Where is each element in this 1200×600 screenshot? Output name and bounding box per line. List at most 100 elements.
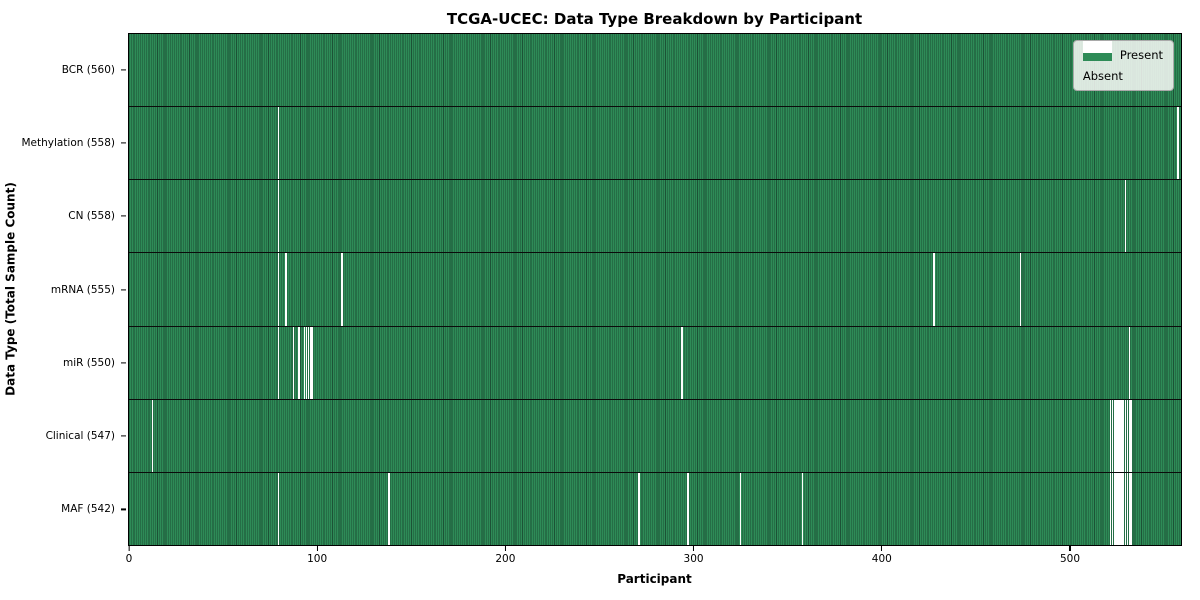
absent-stripe (681, 326, 683, 399)
y-tick-mark (121, 288, 126, 291)
x-tick-label: 500 (1059, 553, 1081, 565)
absent-stripe (307, 326, 310, 399)
absent-stripe (1177, 107, 1179, 180)
x-axis: 0 100 200 300 400 500 (126, 546, 1182, 586)
absent-stripe (1122, 399, 1125, 472)
absent-stripe (285, 253, 287, 326)
absent-stripe (1119, 399, 1121, 472)
absent-stripe (1124, 472, 1127, 545)
legend-swatch-absent (1082, 41, 1112, 53)
absent-stripe (1109, 399, 1112, 472)
x-tick-mark (316, 546, 318, 551)
absent-stripe (1113, 399, 1116, 472)
y-tick-mark (121, 508, 126, 510)
x-tick-mark (128, 546, 130, 551)
absent-stripe (151, 399, 154, 472)
heatmap-row-BCR (129, 34, 1181, 108)
heatmap-row-MAF (129, 472, 1181, 545)
absent-stripe (277, 107, 280, 180)
x-tick-label: 200 (495, 553, 516, 565)
absent-stripe (801, 472, 804, 545)
y-tick-label-miR: miR (550) (62, 356, 115, 369)
absent-stripe (1121, 472, 1123, 545)
y-tick-mark (121, 69, 126, 71)
x-tick-label: 100 (307, 553, 328, 565)
absent-stripe (1126, 472, 1129, 545)
absent-stripe (1111, 399, 1114, 472)
absent-stripe (638, 472, 640, 545)
absent-stripe (311, 326, 313, 399)
heatmap-row-CN (129, 180, 1181, 254)
absent-stripe (292, 326, 295, 399)
absent-stripe (1130, 472, 1132, 545)
absent-stripe (1121, 399, 1123, 472)
absent-stripe (303, 326, 306, 399)
y-tick-mark (121, 362, 126, 364)
absent-stripe (1124, 399, 1127, 472)
y-tick-label-MAF: MAF (542) (61, 503, 115, 516)
y-tick-label-Clinical: Clinical (547) (45, 430, 115, 443)
y-tick-mark (121, 142, 126, 144)
x-tick-label: 300 (683, 553, 704, 565)
absent-stripe (1128, 472, 1131, 545)
absent-stripe (277, 326, 280, 399)
absent-stripe (1128, 399, 1131, 472)
absent-stripe (933, 253, 935, 326)
plot-area: Present Absent (128, 33, 1182, 546)
x-axis-label: Participant (617, 572, 692, 586)
heatmap-row-Clinical (129, 399, 1181, 473)
absent-stripe (1130, 399, 1132, 472)
x-tick-mark (504, 546, 506, 551)
absent-stripe (739, 472, 742, 545)
absent-stripe (1119, 472, 1121, 545)
absent-stripe (1117, 399, 1119, 472)
absent-stripe (388, 472, 390, 545)
absent-stripe (1124, 180, 1127, 253)
absent-stripe (1126, 399, 1129, 472)
absent-stripe (1115, 399, 1117, 472)
heatmap-row-Methylation (129, 107, 1181, 181)
absent-stripe (309, 326, 312, 399)
x-tick-200: 200 (495, 546, 515, 565)
heatmap-rows (129, 34, 1181, 545)
absent-stripe (305, 326, 308, 399)
x-tick-mark (881, 546, 883, 551)
x-tick-label: 400 (871, 553, 892, 565)
absent-stripe (277, 472, 280, 545)
x-tick-300: 300 (684, 546, 704, 565)
absent-stripe (687, 472, 689, 545)
y-tick-label-mRNA: mRNA (555) (50, 283, 115, 296)
legend: Present Absent (1072, 40, 1174, 91)
absent-stripe (277, 180, 280, 253)
y-axis: BCR (560) Methylation (558) CN (558) mRNA (… (0, 33, 128, 546)
y-tick-label-Methylation: Methylation (558) (21, 136, 115, 149)
absent-stripe (341, 253, 343, 326)
legend-label-absent: Absent (1082, 69, 1123, 83)
absent-stripe (1111, 472, 1114, 545)
x-tick-mark (692, 546, 695, 551)
absent-stripe (298, 326, 300, 399)
chart-title: TCGA-UCEC: Data Type Breakdown by Partic… (446, 10, 863, 28)
heatmap-row-miR (129, 326, 1181, 400)
legend-label-present: Present (1119, 48, 1163, 62)
absent-stripe (1113, 472, 1116, 545)
absent-stripe (1122, 472, 1125, 545)
y-tick-label-BCR: BCR (560) (61, 63, 115, 76)
y-tick-mark (121, 215, 126, 217)
y-tick-label-CN: CN (558) (68, 210, 115, 223)
absent-stripe (1019, 253, 1022, 326)
absent-stripe (1128, 326, 1131, 399)
absent-stripe (1115, 472, 1117, 545)
legend-entry-absent: Absent (1082, 41, 1163, 83)
absent-stripe (277, 253, 280, 326)
x-tick-0: 0 (126, 546, 132, 565)
x-tick-500: 500 (1060, 546, 1080, 565)
heatmap-row-mRNA (129, 253, 1181, 327)
absent-stripe (1109, 472, 1112, 545)
x-tick-100: 100 (307, 546, 327, 565)
x-tick-mark (1069, 546, 1071, 551)
absent-stripe (1117, 472, 1119, 545)
x-tick-400: 400 (872, 546, 892, 565)
y-tick-mark (121, 435, 126, 437)
